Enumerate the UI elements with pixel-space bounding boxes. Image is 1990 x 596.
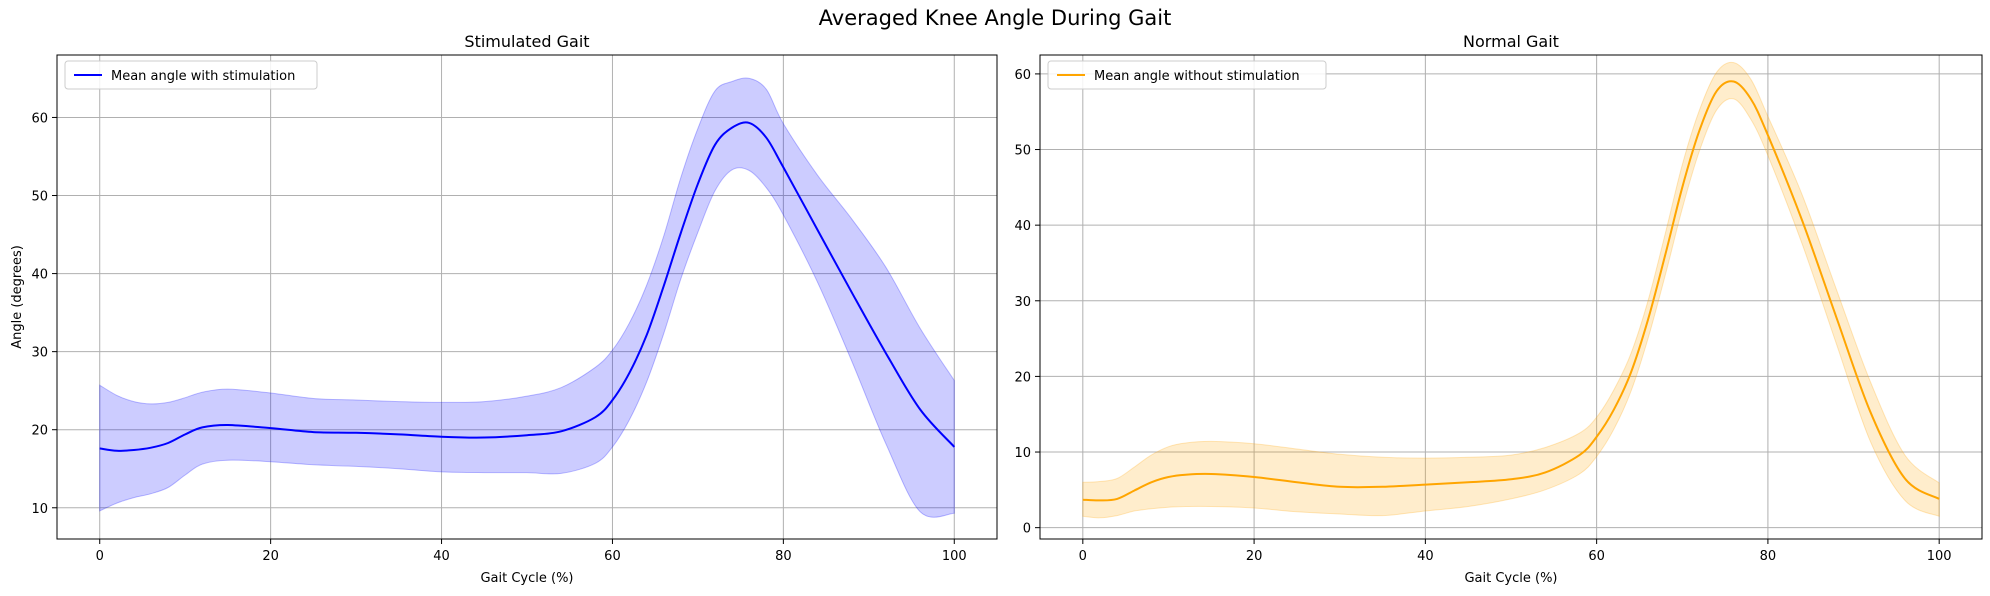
legend-label: Mean angle without stimulation	[1094, 69, 1300, 84]
figure-title: Averaged Knee Angle During Gait	[819, 6, 1172, 30]
y-tick-label: 10	[31, 502, 48, 517]
subplot-title: Stimulated Gait	[464, 32, 589, 51]
y-tick-label: 50	[31, 190, 48, 205]
y-axis-label: Angle (degrees)	[10, 245, 25, 349]
y-tick-label: 20	[31, 424, 48, 439]
x-axis-label: Gait Cycle (%)	[480, 571, 573, 586]
x-tick-label: 40	[1417, 549, 1434, 564]
y-tick-label: 0	[1023, 522, 1031, 537]
x-tick-label: 0	[96, 549, 104, 564]
axes-frame	[56, 54, 998, 540]
x-axis-label: Gait Cycle (%)	[1464, 571, 1557, 586]
subplot-title: Normal Gait	[1463, 32, 1559, 51]
y-tick-label: 60	[1014, 68, 1031, 83]
axes-frame	[1039, 54, 1983, 540]
legend-box	[64, 60, 318, 90]
y-tick-label: 10	[1014, 446, 1031, 461]
stimulated-gait-panel: 0 20 40 60 80 100 10 20 30 40 50 60 Mean angle with …	[10, 32, 998, 586]
x-tick-label: 100	[1927, 549, 1952, 564]
x-tick-label: 100	[942, 549, 967, 564]
std-band	[1082, 61, 1940, 519]
y-tick-label: 40	[1014, 219, 1031, 234]
y-tick-label: 50	[1014, 144, 1031, 159]
normal-gait-panel: 0 20 40 60 80 100 0 10 20 30 40 50 60 Mean angle with…	[1014, 32, 1983, 586]
x-tick-label: 80	[775, 549, 792, 564]
mean-line	[1082, 80, 1940, 502]
x-tick-label: 60	[1588, 549, 1605, 564]
x-tick-label: 60	[604, 549, 621, 564]
std-band	[99, 77, 955, 518]
y-tick-label: 30	[31, 346, 48, 361]
x-tick-label: 20	[262, 549, 279, 564]
x-tick-label: 80	[1760, 549, 1777, 564]
y-tick-label: 20	[1014, 370, 1031, 385]
x-tick-label: 0	[1079, 549, 1087, 564]
y-tick-label: 60	[31, 111, 48, 126]
mean-line	[99, 121, 956, 452]
x-tick-label: 40	[433, 549, 450, 564]
y-tick-label: 30	[1014, 295, 1031, 310]
legend-box	[1047, 60, 1327, 90]
y-tick-label: 40	[31, 268, 48, 283]
legend-label: Mean angle with stimulation	[111, 69, 295, 84]
x-tick-label: 20	[1246, 549, 1263, 564]
